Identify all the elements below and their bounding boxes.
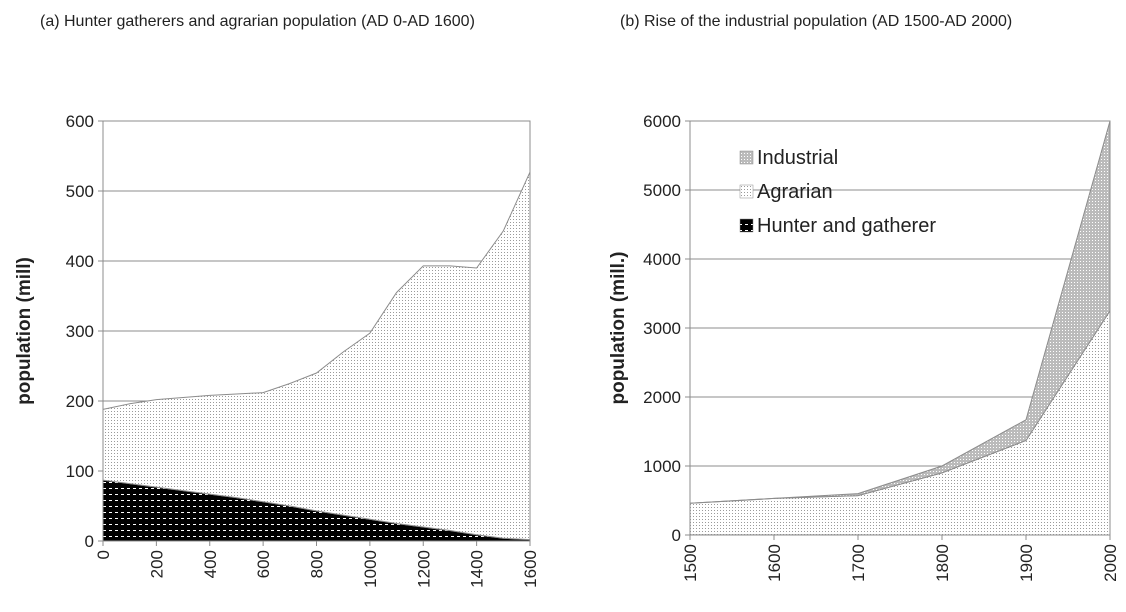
x-tick-label: 1800 bbox=[933, 544, 952, 582]
x-tick-label: 1200 bbox=[414, 550, 433, 588]
x-tick-label: 400 bbox=[201, 550, 220, 578]
legend-swatch bbox=[739, 150, 754, 165]
x-tick-label: 1600 bbox=[765, 544, 784, 582]
y-tick-label: 100 bbox=[66, 462, 94, 481]
x-tick-label: 200 bbox=[147, 550, 166, 578]
y-tick-label: 0 bbox=[85, 532, 94, 551]
y-axis-label: population (mill.) bbox=[608, 251, 629, 404]
y-tick-label: 200 bbox=[66, 392, 94, 411]
legend-swatch bbox=[739, 218, 754, 233]
chart-title: (b) Rise of the industrial population (A… bbox=[620, 13, 1013, 30]
legend-swatch bbox=[739, 184, 754, 199]
y-tick-label: 3000 bbox=[643, 319, 681, 338]
legend-label: Industrial bbox=[757, 147, 838, 169]
x-tick-label: 1600 bbox=[521, 550, 540, 588]
x-tick-label: 2000 bbox=[1101, 544, 1120, 582]
x-tick-label: 1500 bbox=[681, 544, 700, 582]
y-tick-label: 300 bbox=[66, 322, 94, 341]
y-tick-label: 1000 bbox=[643, 457, 681, 476]
x-tick-label: 600 bbox=[254, 550, 273, 578]
y-tick-label: 0 bbox=[672, 526, 681, 545]
y-tick-label: 4000 bbox=[643, 250, 681, 269]
y-tick-label: 500 bbox=[66, 182, 94, 201]
y-tick-label: 2000 bbox=[643, 388, 681, 407]
legend-label: Hunter and gatherer bbox=[757, 215, 936, 237]
y-tick-label: 5000 bbox=[643, 181, 681, 200]
y-axis-label: population (mill) bbox=[14, 257, 35, 405]
y-tick-label: 6000 bbox=[643, 112, 681, 131]
x-tick-label: 1900 bbox=[1017, 544, 1036, 582]
area bbox=[102, 171, 531, 541]
x-tick-label: 1000 bbox=[361, 550, 380, 588]
y-tick-label: 600 bbox=[66, 112, 94, 131]
legend-label: Agrarian bbox=[757, 181, 833, 203]
plot-frame bbox=[689, 120, 1111, 536]
x-tick-label: 0 bbox=[94, 550, 113, 559]
x-tick-label: 800 bbox=[308, 550, 327, 578]
x-tick-label: 1400 bbox=[468, 550, 487, 588]
chart-title: (a) Hunter gatherers and agrarian popula… bbox=[40, 13, 475, 30]
plot-frame bbox=[102, 120, 531, 542]
x-tick-label: 1700 bbox=[849, 544, 868, 582]
y-tick-label: 400 bbox=[66, 252, 94, 271]
